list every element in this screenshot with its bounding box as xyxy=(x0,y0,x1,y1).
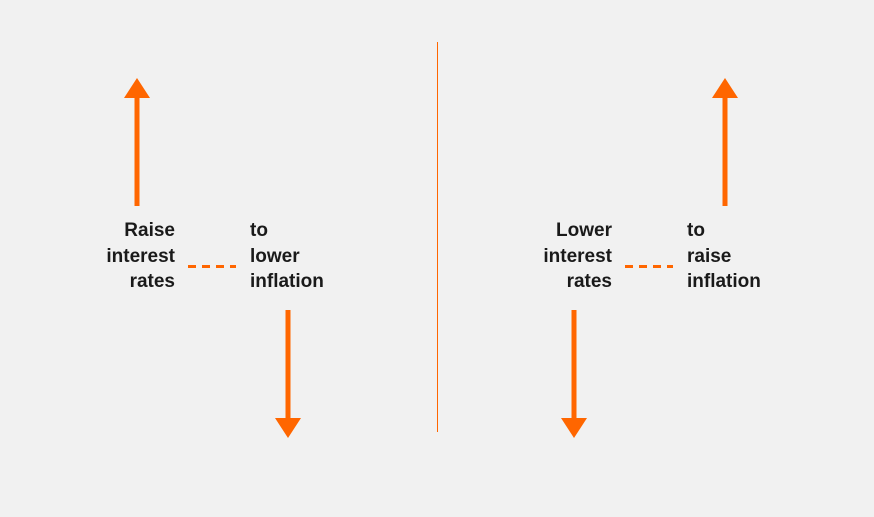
arrow-up-icon xyxy=(707,76,743,206)
diagram-canvas: Raise interest rates to lower inflation … xyxy=(0,0,874,517)
text-line: inflation xyxy=(687,269,761,295)
text-line: to xyxy=(687,218,761,244)
text-line: Raise xyxy=(0,218,175,244)
lower-interest-rates-label: Lower interest rates xyxy=(437,218,612,298)
left-panel: Raise interest rates to lower inflation xyxy=(0,0,437,517)
arrow-down-icon xyxy=(556,310,592,440)
to-raise-inflation-label: to raise inflation xyxy=(687,218,761,298)
text-line: lower xyxy=(250,244,324,270)
text-line: raise xyxy=(687,244,761,270)
right-panel: Lower interest rates to raise inflation xyxy=(437,0,874,517)
arrow-up-icon xyxy=(119,76,155,206)
raise-interest-rates-label: Raise interest rates xyxy=(0,218,175,298)
text-line: Lower xyxy=(437,218,612,244)
text-line: rates xyxy=(0,269,175,295)
to-lower-inflation-label: to lower inflation xyxy=(250,218,324,298)
arrow-down-icon xyxy=(270,310,306,440)
text-line: interest xyxy=(437,244,612,270)
text-line: to xyxy=(250,218,324,244)
text-line: inflation xyxy=(250,269,324,295)
text-line: rates xyxy=(437,269,612,295)
text-line: interest xyxy=(0,244,175,270)
